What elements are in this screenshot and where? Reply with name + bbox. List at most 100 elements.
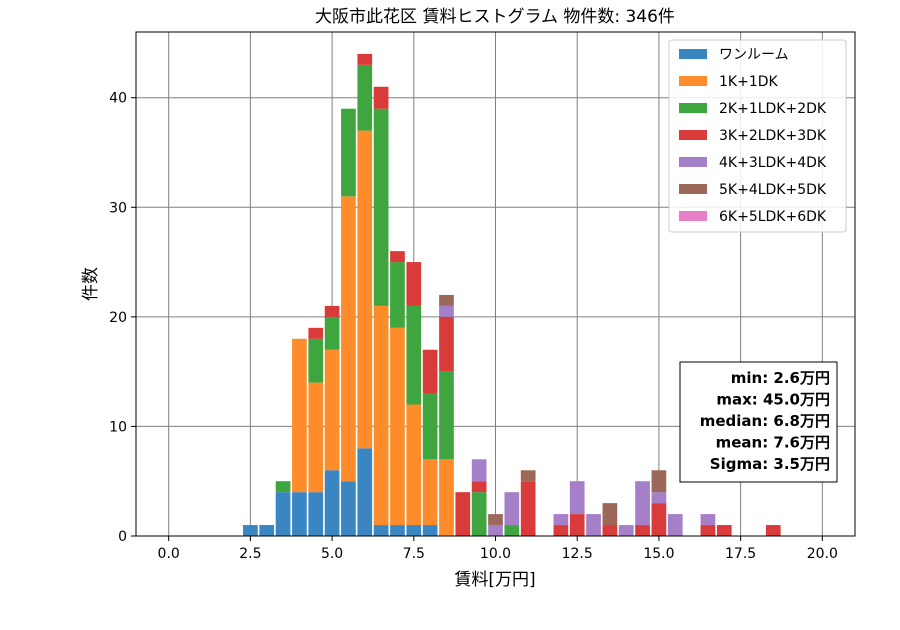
legend-swatch	[679, 103, 707, 113]
stats-line: Sigma: 3.5万円	[710, 455, 830, 473]
histogram-bar	[471, 492, 487, 536]
x-tick-label: 0.0	[158, 546, 180, 562]
histogram-bar	[308, 338, 324, 383]
histogram-bar	[471, 481, 487, 493]
histogram-bar	[308, 492, 324, 536]
histogram-bar	[341, 108, 356, 197]
histogram-bar	[292, 338, 307, 493]
legend: ワンルーム 1K+1DK 2K+1LDK+2DK 3K+2LDK+3DK 4K+3LDK…	[668, 39, 847, 233]
y-tick-label: 0	[118, 529, 127, 545]
stats-line: max: 45.0万円	[716, 391, 830, 409]
histogram-bar	[406, 305, 422, 405]
legend-label: ワンルーム	[719, 47, 789, 63]
histogram-bar	[618, 525, 634, 536]
histogram-bar	[635, 481, 650, 526]
histogram-bar	[324, 305, 340, 317]
x-tick-label: 12.5	[562, 546, 593, 562]
histogram-bar	[373, 525, 389, 536]
histogram-bar	[553, 525, 569, 536]
histogram-bar	[439, 305, 454, 317]
x-tick-label: 5.0	[321, 546, 343, 562]
stats-box: min: 2.6万円 max: 45.0万円 median: 6.8万円 mean: …	[679, 361, 838, 483]
histogram-bar	[569, 514, 585, 536]
histogram-bar	[390, 327, 405, 526]
x-tick-label: 7.5	[403, 546, 425, 562]
histogram-bar	[341, 196, 356, 482]
histogram-bar	[651, 503, 667, 536]
histogram-bar	[439, 294, 454, 306]
histogram-bar	[324, 470, 340, 536]
histogram-bar	[292, 492, 307, 536]
x-tick-label: 15.0	[643, 546, 674, 562]
histogram-bar	[504, 492, 520, 526]
chart-title: 大阪市此花区 賃料ヒストグラム 物件数: 346件	[315, 7, 675, 27]
y-tick-label: 10	[109, 419, 127, 435]
y-tick-label: 20	[109, 310, 127, 326]
histogram-bar	[586, 514, 601, 536]
legend-label: 5K+4LDK+5DK	[719, 182, 827, 198]
histogram-bar	[390, 251, 405, 263]
histogram-bar	[275, 481, 291, 493]
legend-frame	[668, 39, 847, 233]
histogram-bar	[357, 130, 373, 449]
histogram-bar	[422, 393, 438, 460]
histogram-bar	[308, 327, 324, 339]
y-axis-ticks: 0 10 20 30 40	[109, 91, 136, 545]
histogram-bar	[488, 514, 503, 526]
histogram-bar	[700, 525, 716, 536]
histogram-bar	[504, 525, 520, 536]
histogram-bar	[357, 448, 373, 536]
x-tick-label: 20.0	[807, 546, 838, 562]
histogram-bar	[390, 262, 405, 328]
histogram-bar	[471, 459, 487, 482]
histogram-bar	[569, 481, 585, 515]
histogram-bar	[324, 349, 340, 471]
x-tick-label: 2.5	[239, 546, 261, 562]
y-tick-label: 40	[109, 91, 127, 107]
histogram-bar	[667, 514, 683, 536]
legend-label: 1K+1DK	[719, 74, 779, 90]
histogram-bar	[341, 481, 356, 536]
legend-label: 2K+1LDK+2DK	[719, 101, 827, 117]
histogram-bar	[439, 459, 454, 536]
histogram-bar	[553, 514, 569, 526]
histogram-bar	[243, 525, 258, 536]
histogram-bar	[439, 371, 454, 460]
y-tick-label: 30	[109, 200, 127, 216]
legend-swatch	[679, 49, 707, 59]
stats-line: median: 6.8万円	[700, 412, 830, 430]
histogram-bar	[700, 514, 716, 526]
histogram-bar	[308, 382, 324, 493]
histogram-bar	[275, 492, 291, 536]
histogram-bar	[488, 525, 503, 536]
histogram-bar	[373, 86, 389, 109]
histogram-bar	[406, 404, 422, 526]
legend-label: 4K+3LDK+4DK	[719, 155, 827, 171]
histogram-bar	[422, 459, 438, 526]
stats-line: mean: 7.6万円	[716, 434, 830, 452]
histogram-bar	[422, 349, 438, 394]
histogram-bar	[406, 262, 422, 306]
histogram-bar	[602, 525, 618, 536]
histogram-bar	[422, 525, 438, 536]
histogram-bar	[406, 525, 422, 536]
legend-label: 6K+5LDK+6DK	[719, 209, 827, 225]
histogram-bar	[373, 305, 389, 526]
histogram-bar	[324, 316, 340, 350]
histogram-bar	[520, 481, 536, 536]
x-axis-ticks: 0.0 2.5 5.0 7.5 10.0 12.5 15.0 17.5 20.0	[158, 536, 838, 562]
legend-swatch	[679, 76, 707, 86]
histogram-bar	[765, 525, 781, 536]
histogram-bar	[602, 503, 618, 526]
legend-swatch	[679, 130, 707, 140]
stats-frame	[679, 361, 838, 483]
histogram-bar	[439, 316, 454, 372]
y-axis-label: 件数	[81, 267, 101, 301]
histogram-bar	[635, 525, 650, 536]
histogram-bar	[716, 525, 732, 536]
histogram-bar	[651, 470, 667, 493]
x-tick-label: 10.0	[480, 546, 511, 562]
histogram-bar	[455, 492, 471, 536]
legend-swatch	[679, 211, 707, 221]
